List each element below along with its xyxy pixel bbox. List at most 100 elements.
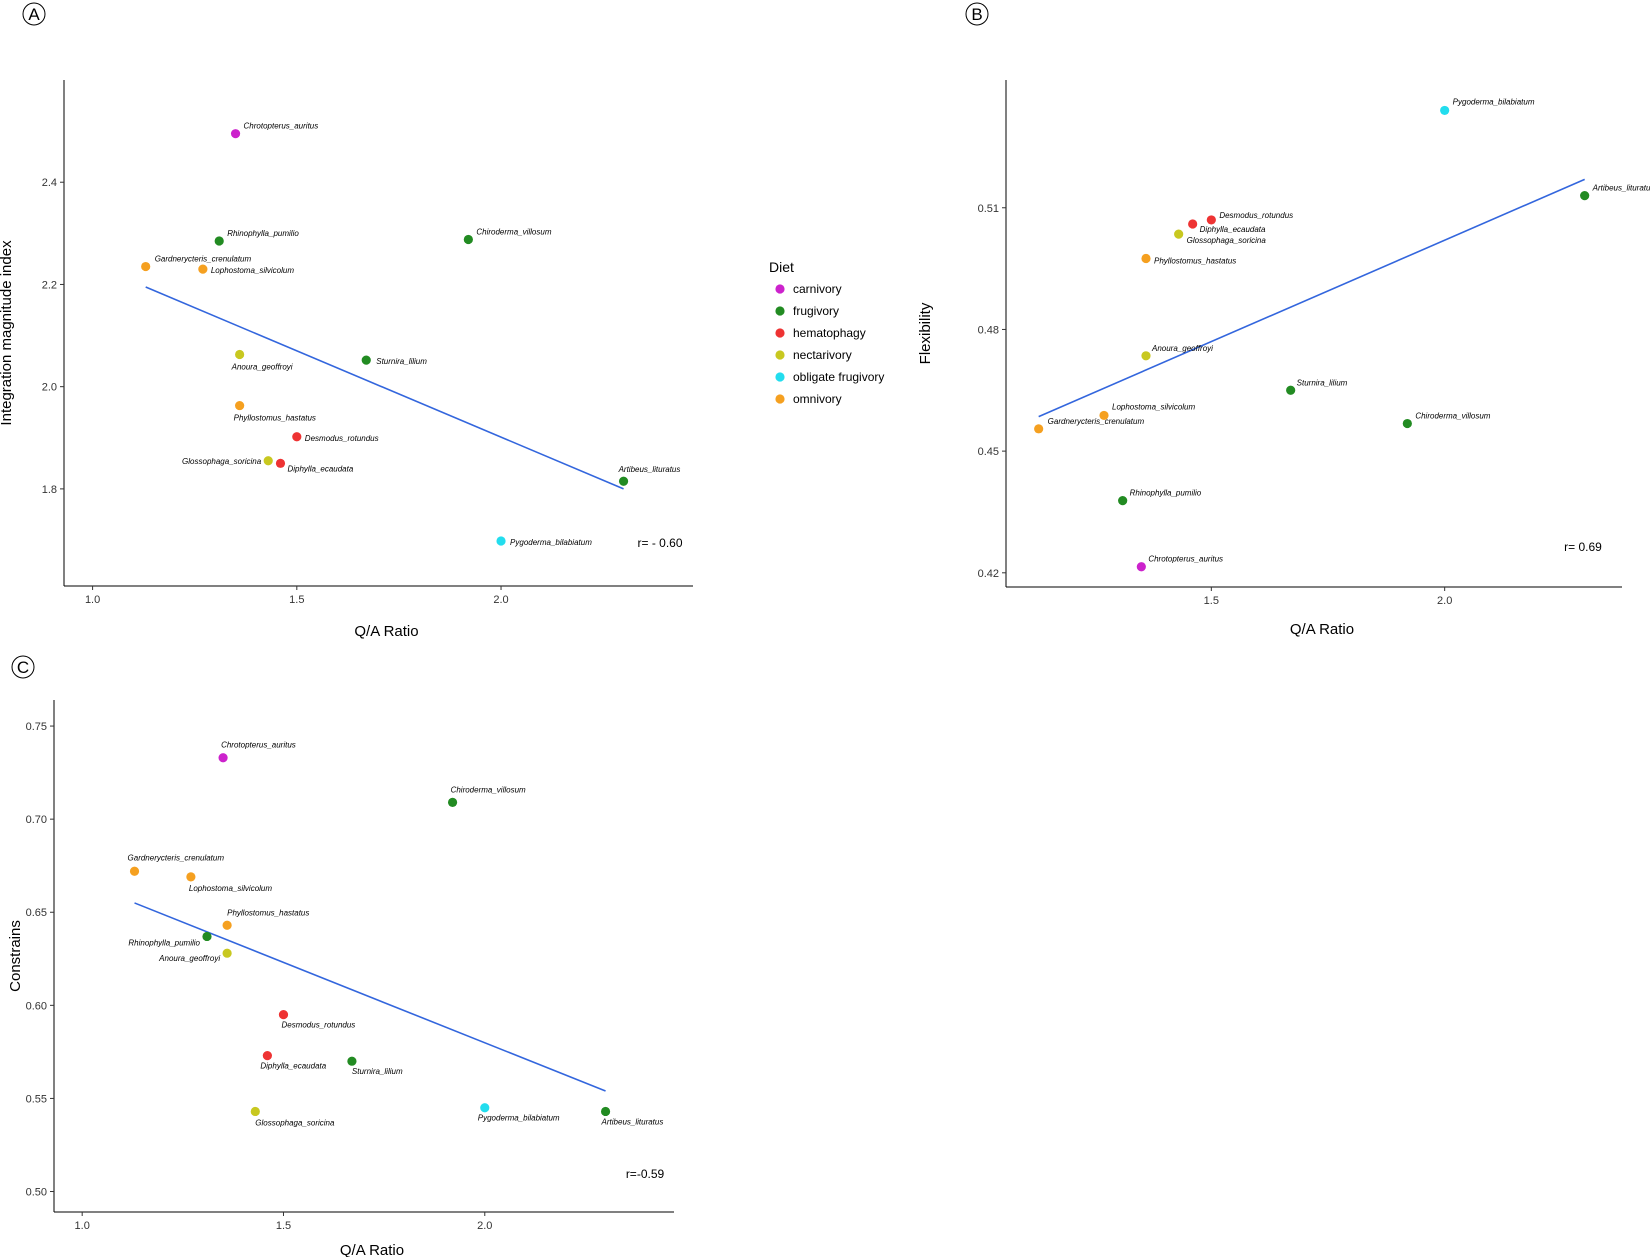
panel-a-point (214, 236, 224, 246)
panel-b-trend-line (1038, 178, 1585, 418)
panel-b-correlation-label: r= 0.69 (1564, 540, 1602, 554)
panel-a-point (463, 234, 473, 245)
panel-a-y-axis-title: Integration magnitude index (0, 240, 15, 426)
panel-c-point (202, 931, 212, 942)
legend-swatch (775, 328, 785, 338)
panel-c-correlation-label: r=-0.59 (626, 1167, 665, 1181)
panel-b-y-tick-label: 0.48 (978, 324, 999, 336)
panel-a-point (263, 456, 273, 466)
panel-c-point-label: Phyllostomus_hastatus (227, 908, 309, 917)
panel-c-point (218, 753, 228, 763)
legend: Diet carnivory frugivory hematophagy nectar… (769, 259, 884, 406)
legend-swatch (775, 284, 785, 294)
panel-b-point (1206, 215, 1216, 225)
panel-b-point-label: Chrotopterus_auritus (1148, 555, 1223, 564)
panel-b-point (1440, 105, 1450, 116)
panel-a-point-label: Artibeus_lituratus (618, 465, 681, 474)
panel-b-point (1099, 410, 1109, 421)
panel-c-x-tick-label: 2.0 (477, 1220, 492, 1232)
panel-a-y-tick-label: 2.2 (42, 279, 57, 291)
panel-c-letter: C (17, 658, 29, 677)
legend-item-label: nectarivory (793, 348, 852, 362)
panel-a: A 1.0 1.5 2.0 1.8 2.0 2.2 2.4 Q/A Ratio Integrat… (0, 2, 693, 640)
panel-b-point (1402, 418, 1412, 429)
panel-a-point-label: Desmodus_rotundus (305, 434, 379, 443)
panel-c-point-label: Glossophaga_soricina (255, 1118, 335, 1127)
panel-b-point-label: Gardnerycteris_crenulatum (1048, 417, 1145, 426)
panel-a-x-axis-title: Q/A Ratio (354, 623, 418, 640)
legend-swatch (775, 306, 785, 316)
panel-b-point-label: Lophostoma_silvicolum (1112, 402, 1195, 411)
panel-b-y-axis-title: Flexibility (917, 302, 934, 364)
panel-a-letter: A (28, 5, 40, 24)
panel-c-point-label: Lophostoma_silvicolum (189, 884, 272, 893)
panel-a-point (275, 458, 286, 468)
legend-swatch (775, 372, 785, 382)
panel-c-point-label: Rhinophylla_pumilio (128, 938, 200, 947)
panel-a-point-label: Diphylla_ecaudata (287, 464, 353, 473)
panel-c-point (222, 948, 232, 958)
panel-c-y-tick-label: 0.55 (26, 1093, 47, 1105)
legend-item-label: obligate frugivory (793, 370, 884, 384)
panel-a-y-tick-label: 2.4 (42, 177, 57, 189)
legend-title: Diet (769, 259, 794, 275)
panel-b-point-label: Glossophaga_soricina (1187, 236, 1267, 245)
panel-b-y-tick-label: 0.42 (978, 568, 999, 580)
panel-c-point (447, 797, 458, 808)
panel-c-point (480, 1103, 490, 1113)
panel-b-x-tick-label: 2.0 (1437, 595, 1452, 607)
panel-c-point-label: Artibeus_lituratus (601, 1117, 664, 1126)
panel-a-trend-line (145, 286, 624, 490)
panel-a-y-tick-label: 2.0 (42, 382, 57, 394)
panel-a-point-label: Lophostoma_silvicolum (211, 266, 294, 275)
legend-item-label: hematophagy (793, 326, 866, 340)
panel-a-point (235, 400, 245, 411)
panel-b-point-label: Artibeus_lituratus (1592, 184, 1650, 193)
panel-a-point-label: Phyllostomus_hastatus (234, 414, 316, 423)
panel-a-point (361, 355, 371, 365)
legend-item-label: frugivory (793, 304, 839, 318)
panel-b-point (1174, 229, 1184, 239)
panel-c-x-tick-label: 1.5 (276, 1220, 291, 1232)
panel-a-point (235, 349, 245, 360)
panel-b-x-tick-label: 1.5 (1204, 595, 1219, 607)
panel-b-y-tick-label: 0.51 (978, 203, 999, 215)
panel-a-x-tick-label: 1.5 (289, 594, 304, 606)
panel-c-point-label: Diphylla_ecaudata (260, 1062, 326, 1071)
legend-swatch (775, 350, 785, 360)
panel-b-point-label: Rhinophylla_pumilio (1130, 489, 1202, 498)
panel-a-point-label: Pygoderma_bilabiatum (510, 538, 592, 547)
panel-c-point (600, 1106, 611, 1117)
panel-b-point-label: Phyllostomus_hastatus (1154, 256, 1236, 265)
panel-a-x-tick-label: 1.0 (85, 594, 100, 606)
panel-c-point (278, 1010, 289, 1020)
panel-b-point-label: Pygoderma_bilabiatum (1453, 97, 1535, 106)
panel-b-point-label: Diphylla_ecaudata (1200, 225, 1266, 234)
panel-c-point-label: Chrotopterus_auritus (221, 741, 296, 750)
legend-item-label: carnivory (793, 282, 842, 296)
panel-b-point-label: Desmodus_rotundus (1219, 211, 1293, 220)
panel-c-point (250, 1106, 260, 1117)
panel-b-point (1034, 424, 1044, 434)
panel-c-y-tick-label: 0.65 (26, 907, 47, 919)
panel-c-x-axis-title: Q/A Ratio (340, 1242, 404, 1257)
panel-b-point (1136, 562, 1146, 572)
panel-a-point (141, 261, 151, 272)
panel-b-point (1141, 351, 1151, 361)
panel-a-point-label: Sturnira_lilium (376, 357, 427, 366)
panel-b: B 1.5 2.0 0.42 0.45 0.48 0.51 Q/A Ratio Flexibi… (917, 2, 1650, 638)
panel-c-point (347, 1056, 357, 1066)
panel-c-point-label: Chiroderma_villosum (451, 785, 526, 794)
panel-c-point-label: Gardnerycteris_crenulatum (128, 853, 225, 862)
panel-b-badge (965, 2, 989, 26)
panel-c-point (186, 872, 196, 882)
panel-a-point (292, 432, 302, 442)
panel-b-letter: B (971, 5, 982, 24)
panel-a-point-label: Chrotopterus_auritus (244, 122, 319, 131)
legend-swatch (775, 394, 785, 404)
panel-b-point-label: Chiroderma_villosum (1415, 412, 1490, 421)
panel-a-point-label: Rhinophylla_pumilio (227, 229, 299, 238)
panel-b-point (1286, 385, 1296, 395)
panel-c: C 1.0 1.5 2.0 0.50 0.55 0.60 0.65 0.70 0.75 Q/A R… (7, 655, 674, 1257)
